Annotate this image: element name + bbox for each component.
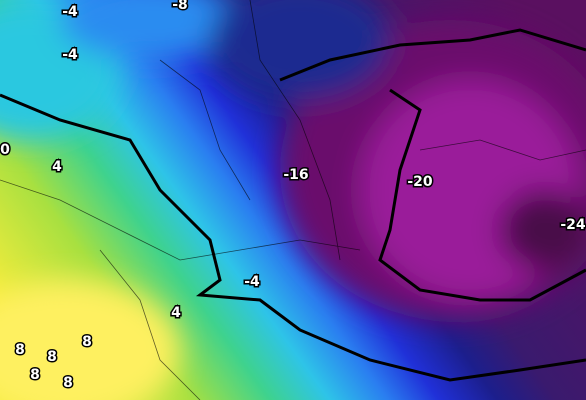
contour-label: -4 xyxy=(62,47,78,63)
contour-label: 8 xyxy=(30,367,40,383)
contour-label: -4 xyxy=(244,274,260,290)
contour-label: -20 xyxy=(407,174,433,190)
contour-label: -4 xyxy=(62,4,78,20)
contour-label: -16 xyxy=(283,167,308,183)
contour-label: 8 xyxy=(82,334,92,350)
contour-label: 8 xyxy=(63,375,73,391)
contour-label: 4 xyxy=(52,159,62,175)
contour-label: 4 xyxy=(171,305,181,321)
contour-label: 8 xyxy=(15,342,25,358)
contour-label: 0 xyxy=(0,142,10,158)
border-lines xyxy=(0,28,586,382)
contour-label: -8 xyxy=(172,0,188,13)
contour-label: -24 xyxy=(560,217,586,233)
contour-label: 8 xyxy=(47,349,57,365)
